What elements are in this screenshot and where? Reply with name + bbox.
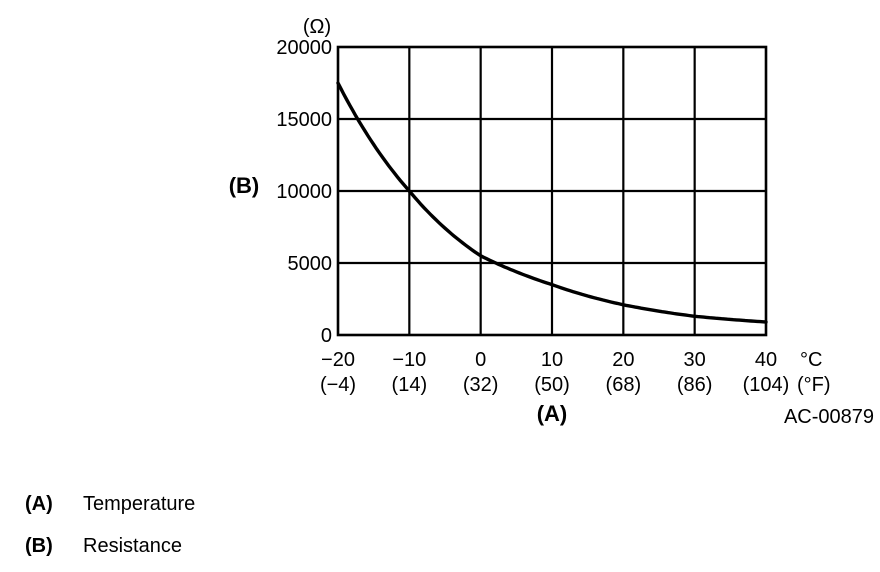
x-tick-label-fahrenheit: (−4) [320,374,356,396]
x-tick-label-celsius: −10 [392,349,426,371]
legend-item-temperature: (A) Temperature [25,492,195,516]
x-tick-label-celsius: 10 [541,349,563,371]
resistance-curve [336,81,768,324]
chart-gridlines [338,47,766,335]
y-tick-label: 20000 [276,37,332,59]
x-tick-label-fahrenheit: (32) [463,374,499,396]
y-axis-tick-labels: 0 5000 10000 15000 20000 [276,37,332,347]
x-tick-label-celsius: 30 [684,349,706,371]
x-tick-label-fahrenheit: (104) [743,374,790,396]
x-tick-label-fahrenheit: (50) [534,374,570,396]
legend-key-b: (B) [25,535,53,557]
figure-code: AC-00879 [784,406,874,428]
plot-border [336,45,768,337]
y-tick-label: 5000 [288,253,333,275]
x-tick-label-celsius: 40 [755,349,777,371]
legend-key-a: (A) [25,493,53,515]
legend-label-resistance: Resistance [83,535,182,557]
y-tick-label: 0 [321,325,332,347]
x-tick-label-celsius: 20 [612,349,634,371]
x-tick-label-fahrenheit: (86) [677,374,713,396]
x-tick-label-celsius: −20 [321,349,355,371]
y-tick-label: 10000 [276,181,332,203]
x-unit-fahrenheit-label: (°F) [797,374,831,396]
x-axis-marker: (A) [537,401,568,426]
resistance-temperature-chart: 0 5000 10000 15000 20000 −20 (−4) −10 (14) 0 (32)… [229,16,874,428]
y-axis-unit-label: (Ω) [303,16,331,38]
x-tick-label-celsius: 0 [475,349,486,371]
x-tick-label-fahrenheit: (68) [606,374,642,396]
legend-item-resistance: (B) Resistance [25,534,182,558]
x-tick-label-fahrenheit: (14) [392,374,428,396]
legend-label-temperature: Temperature [83,493,196,515]
x-axis-tick-labels: −20 (−4) −10 (14) 0 (32) 10 (50) 20 (68) 30 (86) 40 (… [320,349,789,396]
y-axis-marker: (B) [229,173,260,198]
y-tick-label: 15000 [276,109,332,131]
x-unit-celsius-label: °C [800,349,822,371]
